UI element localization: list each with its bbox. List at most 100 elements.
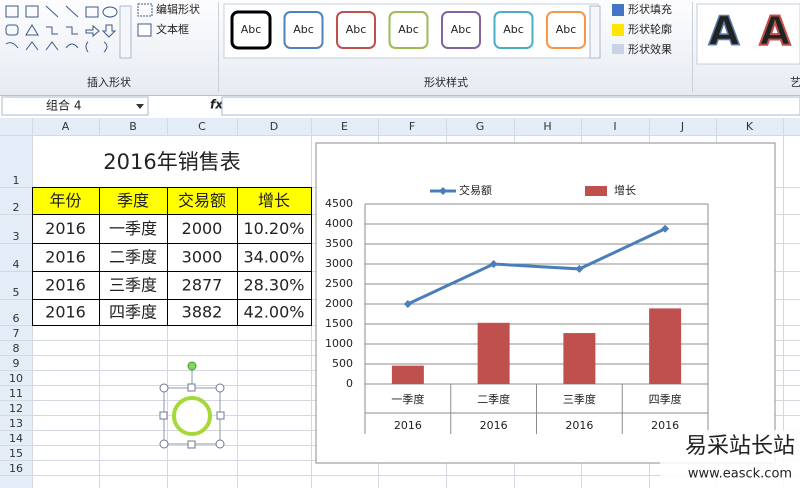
table-cell (99, 243, 168, 272)
row-header: 2 (13, 201, 20, 214)
column-header-bar (0, 118, 800, 135)
row-header: 16 (9, 462, 23, 475)
watermark-text: 易采站长站 (685, 434, 795, 459)
row-header-bar (0, 135, 32, 488)
rotate-handle[interactable] (187, 361, 197, 371)
y-tick-label: 0 (346, 377, 353, 390)
name-box[interactable] (1, 96, 149, 116)
x-group-label: 2016 (394, 419, 422, 432)
wordart-gallery (696, 3, 800, 65)
table-cell (32, 214, 100, 244)
handles[interactable] (159, 383, 225, 449)
style-sample[interactable] (493, 11, 534, 49)
row-header: 11 (9, 387, 23, 400)
x-group-label: 2016 (651, 419, 679, 432)
wordart-sample[interactable]: A (708, 8, 741, 56)
shape-effect-button[interactable]: 形状效果 (628, 42, 672, 56)
outline-icon (612, 24, 624, 36)
edit-shape-button[interactable]: 编辑形状 (156, 2, 200, 16)
table-header: 增长 (258, 191, 290, 210)
title-cell (33, 136, 311, 187)
bar (391, 365, 424, 384)
x-tick-label: 一季度 (391, 392, 424, 406)
gallery-scroll[interactable] (589, 5, 601, 59)
style-sample-text: Abc (293, 23, 314, 36)
table-value: 2000 (182, 219, 223, 238)
chart-area[interactable] (315, 142, 776, 464)
style-sample[interactable] (388, 11, 429, 49)
line-marker (661, 224, 670, 233)
line-marker (575, 264, 584, 273)
effect-icon (612, 44, 624, 54)
group-label: 艺 (790, 76, 800, 89)
bar (563, 333, 596, 384)
style-sample[interactable] (336, 11, 376, 49)
style-sample[interactable] (283, 11, 324, 49)
shape-gallery[interactable] (5, 5, 118, 53)
fill-icon (612, 4, 624, 16)
table-value: 34.00% (243, 248, 304, 267)
table-value: 2016 (45, 248, 86, 267)
table-value: 一季度 (109, 219, 157, 238)
table-cell (237, 187, 312, 215)
column-header: G (476, 120, 485, 133)
table-cell (167, 187, 238, 215)
y-tick-label: 2000 (325, 297, 353, 310)
table-value: 3000 (182, 248, 223, 267)
shape-outline-button[interactable]: 形状轮廓 (628, 22, 672, 36)
y-tick-label: 4000 (325, 217, 353, 230)
wordart-sample[interactable]: A (759, 8, 792, 56)
table-value: 四季度 (109, 303, 157, 322)
legend-key (585, 186, 607, 196)
textbox-button[interactable]: 文本框 (156, 22, 189, 36)
style-sample[interactable] (441, 11, 481, 49)
row-header: 5 (13, 286, 20, 299)
line-marker (489, 260, 498, 268)
table-cell (167, 214, 238, 244)
circle-shape[interactable] (172, 396, 212, 436)
name-box-text: 组合 4 (46, 98, 81, 113)
gallery-scroll[interactable] (119, 5, 132, 59)
row-header: 13 (9, 417, 23, 430)
selected-shape[interactable] (159, 361, 225, 449)
column-header: A (62, 120, 70, 133)
style-sample[interactable] (546, 11, 586, 49)
legend-key-marker (439, 187, 447, 195)
group-label: 插入形状 (87, 75, 131, 89)
dropdown-arrow (136, 104, 144, 109)
x-tick-label: 三季度 (563, 392, 596, 406)
style-sample-text: Abc (241, 23, 262, 36)
bar (649, 308, 682, 384)
group-label: 形状样式 (424, 75, 468, 89)
line-marker (403, 300, 412, 308)
legend-label: 交易额 (459, 183, 492, 197)
style-sample[interactable] (230, 10, 272, 50)
column-header: K (746, 120, 754, 133)
watermark-url: www.easck.com (688, 467, 792, 482)
table-cell (167, 299, 238, 326)
row-header: 12 (9, 402, 23, 415)
row-header: 6 (13, 312, 20, 325)
row-header: 7 (13, 327, 20, 340)
x-group-label: 2016 (565, 419, 593, 432)
y-tick-label: 2500 (325, 277, 353, 290)
column-header: F (409, 120, 415, 133)
table-value: 2877 (182, 276, 223, 295)
table-value: 二季度 (109, 248, 157, 267)
shape-fill-button[interactable]: 形状填充 (628, 2, 672, 16)
column-header: D (270, 120, 278, 133)
y-tick-label: 3500 (325, 237, 353, 250)
style-sample-text: Abc (556, 23, 577, 36)
table-header: 季度 (117, 191, 149, 210)
table-cell (32, 187, 100, 215)
style-sample-text: Abc (346, 23, 367, 36)
column-header: J (680, 120, 684, 133)
column-header: H (543, 120, 551, 133)
fx-button[interactable]: fx (210, 98, 224, 112)
table-cell (167, 243, 238, 272)
row-header: 3 (13, 230, 20, 243)
table-cell (99, 299, 168, 326)
formula-input[interactable] (221, 96, 800, 116)
row-header: 10 (9, 372, 23, 385)
